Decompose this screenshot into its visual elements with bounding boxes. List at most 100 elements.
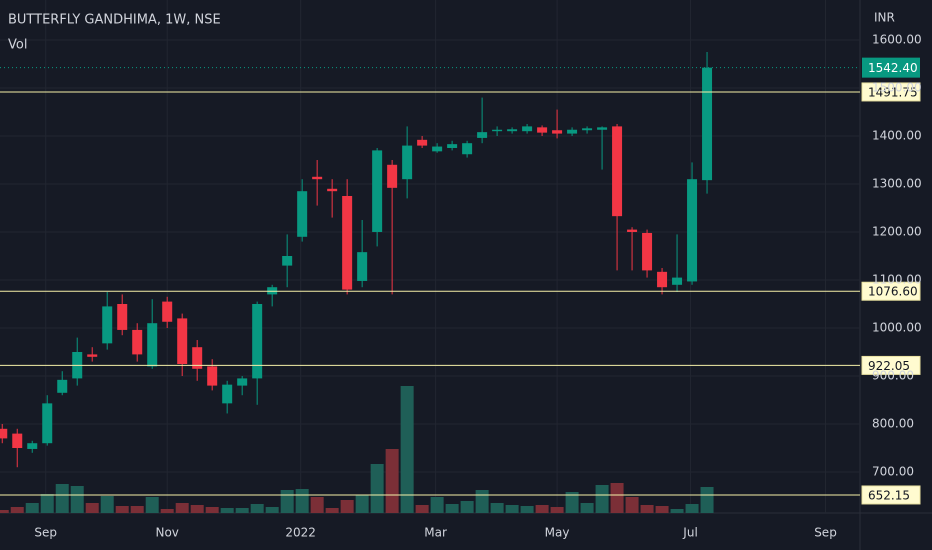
candle-body (87, 354, 98, 357)
x-tick-label: Mar (424, 526, 447, 540)
candle-body (312, 176, 323, 180)
level-label-box (861, 485, 921, 505)
y-tick-label: 800.00 (872, 417, 914, 431)
y-tick-label: 1600.00 (872, 32, 922, 46)
y-tick-label: 1000.00 (872, 320, 922, 334)
candle-body (327, 188, 338, 192)
volume-bar (40, 494, 54, 513)
volume-bar (415, 505, 429, 513)
y-tick-label: 1500.00 (872, 80, 922, 94)
last-price-box (862, 57, 920, 78)
volume-bar (565, 492, 579, 513)
volume-bar (55, 484, 69, 513)
level-label: 1076.60 (868, 285, 918, 299)
y-tick-label: 1200.00 (872, 224, 922, 238)
level-label: 652.15 (868, 488, 910, 502)
candle-body (477, 132, 488, 138)
volume-bar (430, 497, 444, 513)
x-tick-label: May (545, 526, 570, 540)
volume-bar (550, 507, 564, 513)
level-label: 922.05 (868, 359, 910, 373)
volume-bar (220, 508, 234, 513)
candle-body (417, 139, 428, 146)
candle-body (522, 126, 533, 132)
volume-bar (310, 497, 324, 513)
volume-bar (385, 449, 399, 513)
y-tick-label: 900.00 (872, 369, 914, 383)
volume-bar (160, 509, 174, 513)
volume-bar (115, 506, 129, 513)
candle-body (432, 146, 443, 152)
candle-body (27, 443, 38, 449)
candle-body (627, 229, 638, 232)
level-label-box (861, 281, 921, 301)
candle-body (237, 378, 248, 386)
volume-bar (280, 490, 294, 513)
candle-body (132, 329, 143, 355)
volume-bar (625, 497, 639, 513)
volume-bar (595, 485, 609, 513)
candle-body (282, 255, 293, 266)
candle-body (342, 195, 353, 290)
candle-body (222, 384, 233, 404)
candle-body (12, 433, 23, 449)
volume-bar (670, 509, 684, 513)
level-label-box (861, 355, 921, 375)
candle-body (57, 379, 68, 393)
x-tick-label: Nov (155, 526, 178, 540)
volume-bar (370, 464, 384, 513)
volume-bar (10, 507, 24, 513)
y-tick-label: 1300.00 (872, 176, 922, 190)
candle-body (507, 129, 518, 132)
x-tick-label: Sep (814, 526, 837, 540)
volume-bar (535, 505, 549, 513)
chart-title: BUTTERFLY GANDHIMA, 1W, NSE (8, 13, 221, 28)
x-tick-label: Jul (682, 526, 697, 540)
candle-body (492, 129, 503, 132)
volume-bar (475, 490, 489, 513)
candle-body (462, 143, 473, 155)
volume-label: Vol (8, 38, 27, 53)
volume-bar (355, 495, 369, 513)
volume-bar (130, 506, 144, 513)
volume-bar (250, 504, 264, 513)
volume-bar (580, 503, 594, 513)
candle-body (207, 366, 218, 386)
volume-bar (0, 510, 9, 513)
axis: 700.00 800.00 900.00 1000.00 1100.00 1200.00 1… (34, 32, 921, 539)
volume-pane (0, 386, 714, 513)
volume-bar (25, 503, 39, 513)
candle-body (357, 252, 368, 281)
level-label: 1491.75 (868, 85, 918, 99)
candle-body (0, 428, 8, 439)
candle-body (702, 67, 713, 181)
volume-bar (640, 505, 654, 513)
y-tick-label: 700.00 (872, 465, 914, 479)
last-price-label: 1542.40 (868, 61, 918, 75)
x-tick-label: 2022 (285, 526, 316, 540)
volume-bar (460, 501, 474, 513)
volume-bar (235, 508, 249, 513)
candle-body (117, 303, 128, 330)
candle-body (162, 301, 173, 322)
candle-body (42, 403, 53, 444)
candle-body (552, 130, 563, 134)
volume-bar (340, 500, 354, 513)
levels: 1491.75 1076.60 922.05 652.15 1542.40 (0, 57, 921, 505)
currency-label: INR (874, 11, 895, 25)
volume-bar (700, 487, 714, 513)
candles (0, 51, 713, 468)
candle-body (582, 128, 593, 131)
volume-bar (265, 507, 279, 513)
candle-body (252, 303, 263, 379)
volume-bar (445, 504, 459, 513)
candle-body (567, 129, 578, 134)
volume-bar (610, 483, 624, 513)
volume-bar (85, 503, 99, 513)
level-label-box (861, 82, 921, 102)
candle-body (597, 127, 608, 130)
volume-bar (655, 506, 669, 513)
